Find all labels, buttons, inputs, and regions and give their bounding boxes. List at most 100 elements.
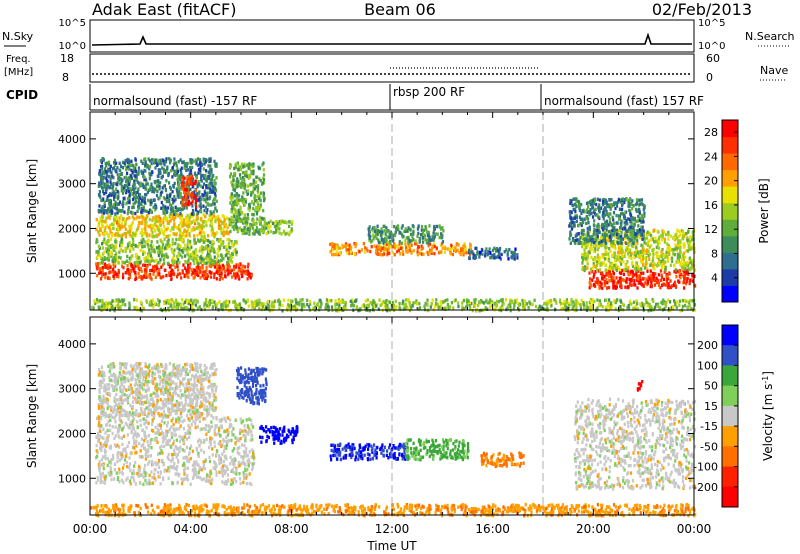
heatmap-cell bbox=[652, 261, 655, 265]
heatmap-cell bbox=[152, 158, 155, 162]
heatmap-cell bbox=[666, 259, 669, 263]
heatmap-cell bbox=[150, 246, 153, 250]
heatmap-cell bbox=[144, 183, 147, 187]
heatmap-cell bbox=[612, 240, 615, 244]
heatmap-cell bbox=[427, 241, 430, 246]
heatmap-cell bbox=[181, 195, 184, 200]
heatmap-cell bbox=[235, 252, 238, 257]
heatmap-cell bbox=[214, 215, 218, 220]
heatmap-cell bbox=[213, 272, 216, 276]
heatmap-cell bbox=[237, 179, 240, 184]
heatmap-cell bbox=[181, 271, 184, 275]
heatmap-cell bbox=[177, 258, 180, 262]
heatmap-cell bbox=[619, 255, 622, 260]
heatmap-cell bbox=[181, 255, 184, 259]
heatmap-cell bbox=[202, 174, 205, 178]
heatmap-cell bbox=[133, 179, 136, 183]
heatmap-cell bbox=[258, 301, 261, 305]
heatmap-cell bbox=[144, 169, 147, 173]
heatmap-cell bbox=[584, 244, 587, 248]
heatmap-cell bbox=[602, 261, 605, 265]
heatmap-cell bbox=[241, 228, 244, 233]
heatmap-cell bbox=[181, 197, 184, 202]
heatmap-cell bbox=[168, 234, 171, 238]
heatmap-cell bbox=[360, 248, 363, 252]
heatmap-cell bbox=[686, 277, 689, 281]
heatmap-cell bbox=[691, 263, 694, 267]
heatmap-cell bbox=[165, 157, 168, 161]
heatmap-cell bbox=[124, 222, 127, 226]
heatmap-cell bbox=[621, 254, 624, 258]
heatmap-cell bbox=[624, 285, 627, 289]
heatmap-cell bbox=[655, 239, 658, 243]
heatmap-cell bbox=[574, 238, 577, 243]
heatmap-cell bbox=[183, 218, 186, 222]
heatmap-cell bbox=[258, 228, 261, 232]
heatmap-cell bbox=[184, 184, 187, 188]
heatmap-cell bbox=[130, 222, 133, 226]
heatmap-cell bbox=[141, 227, 144, 232]
heatmap-cell bbox=[407, 237, 410, 241]
heatmap-cell bbox=[177, 185, 180, 189]
heatmap-cell bbox=[175, 237, 178, 242]
heatmap-cell bbox=[166, 167, 169, 171]
heatmap-cell bbox=[104, 262, 107, 266]
heatmap-cell bbox=[140, 202, 143, 206]
heatmap-cell bbox=[424, 237, 427, 242]
heatmap-region-6 bbox=[228, 161, 266, 236]
heatmap-cell bbox=[160, 161, 163, 165]
heatmap-cell bbox=[132, 205, 135, 209]
heatmap-cell bbox=[579, 236, 582, 240]
heatmap-cell bbox=[158, 272, 161, 276]
heatmap-cell bbox=[152, 216, 155, 220]
heatmap-cell bbox=[109, 210, 112, 214]
heatmap-cell bbox=[173, 218, 176, 222]
heatmap-cell bbox=[387, 247, 390, 252]
heatmap-cell bbox=[248, 167, 252, 171]
heatmap-cell bbox=[183, 176, 186, 180]
heatmap-cell bbox=[205, 276, 209, 281]
heatmap-cell bbox=[613, 284, 616, 289]
heatmap-cell bbox=[206, 158, 209, 163]
heatmap-cell bbox=[618, 207, 621, 211]
heatmap-cell bbox=[102, 170, 105, 174]
heatmap-cell bbox=[375, 228, 378, 232]
heatmap-cell bbox=[516, 253, 519, 257]
heatmap-cell bbox=[262, 192, 265, 196]
heatmap-cell bbox=[199, 209, 202, 213]
heatmap-cell bbox=[606, 281, 609, 285]
heatmap-cell bbox=[209, 261, 212, 266]
heatmap-cell bbox=[639, 282, 642, 286]
heatmap-cell bbox=[243, 164, 246, 169]
heatmap-cell bbox=[669, 234, 672, 238]
heatmap-cell bbox=[161, 240, 164, 244]
heatmap-cell bbox=[228, 238, 231, 242]
heatmap-cell bbox=[206, 191, 209, 195]
heatmap-cell bbox=[196, 217, 199, 221]
heatmap-cell bbox=[228, 246, 231, 250]
heatmap-cell bbox=[140, 169, 143, 173]
heatmap-cell bbox=[183, 166, 186, 170]
heatmap-cell bbox=[608, 247, 611, 251]
heatmap-cell bbox=[159, 250, 162, 254]
heatmap-cell bbox=[588, 280, 591, 285]
heatmap-cell bbox=[207, 255, 210, 259]
heatmap-cell bbox=[361, 304, 364, 308]
heatmap-cell bbox=[609, 212, 612, 216]
heatmap-cell bbox=[100, 270, 103, 275]
heatmap-cell bbox=[593, 208, 596, 213]
heatmap-cell bbox=[122, 200, 125, 204]
heatmap-cell bbox=[98, 181, 101, 185]
heatmap-cell bbox=[616, 265, 619, 269]
heatmap-cell bbox=[378, 252, 381, 256]
heatmap-cell bbox=[612, 275, 615, 280]
heatmap-cell bbox=[382, 241, 385, 245]
heatmap-cell bbox=[110, 254, 113, 258]
heatmap-cell bbox=[630, 216, 634, 221]
heatmap-cell bbox=[143, 209, 146, 213]
heatmap-cell bbox=[612, 203, 615, 207]
heatmap-cell bbox=[596, 232, 599, 236]
heatmap-cell bbox=[117, 275, 120, 279]
heatmap-cell bbox=[163, 232, 166, 237]
heatmap-cell bbox=[137, 170, 140, 174]
